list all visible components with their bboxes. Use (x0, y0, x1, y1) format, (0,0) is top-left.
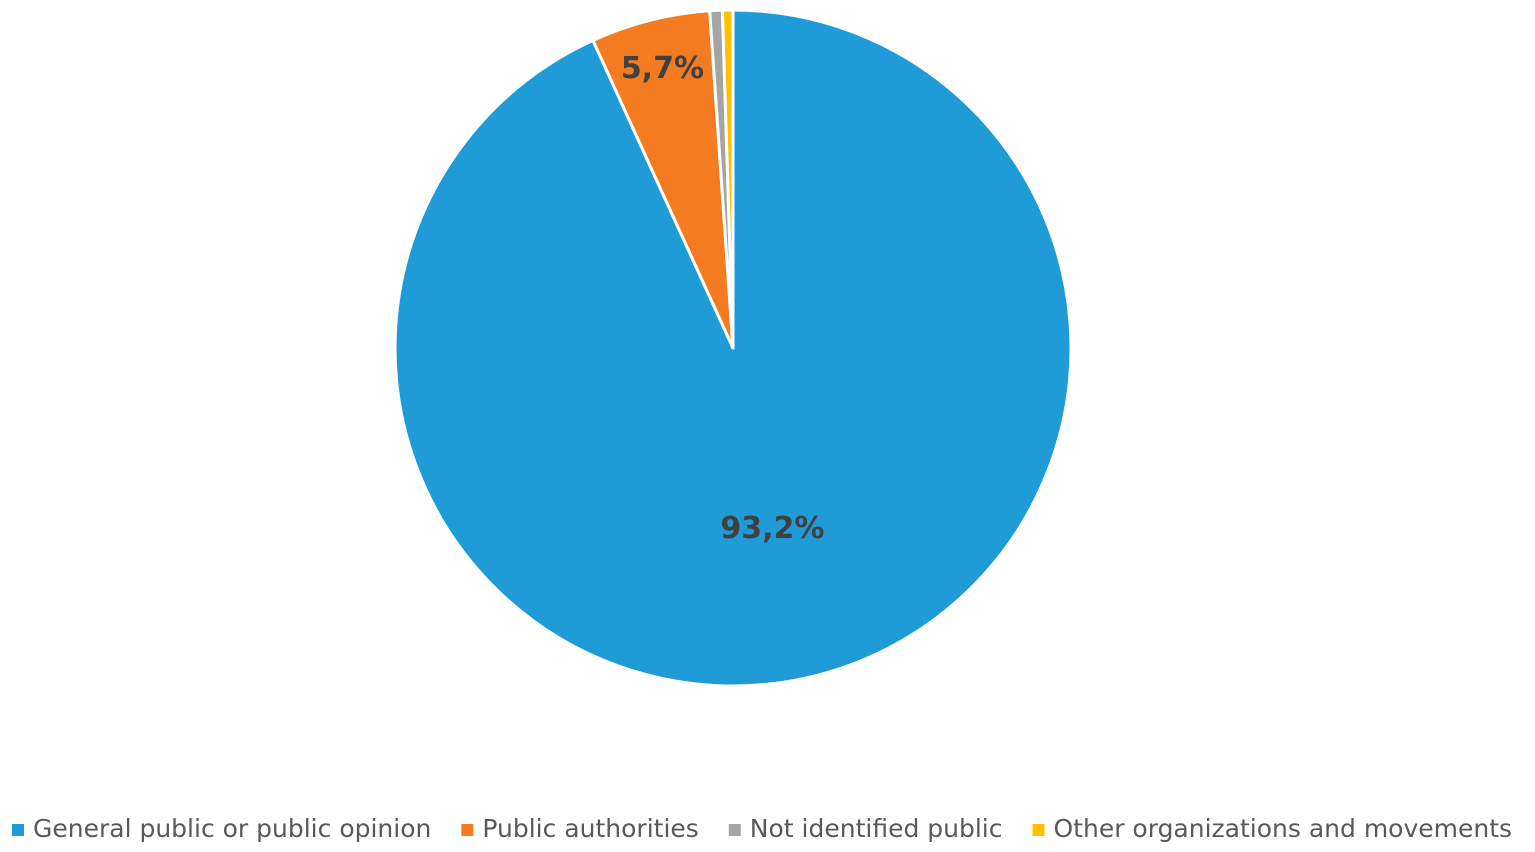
value-label: 5,7% (621, 51, 704, 86)
legend-swatch (461, 824, 474, 836)
legend-swatch (728, 824, 741, 836)
legend: General public or public opinion Public a… (12, 814, 1512, 843)
pie-slice (720, 8, 735, 350)
legend-swatch (1032, 824, 1045, 836)
legend-text: Other organizations and movements (1054, 814, 1513, 843)
legend-text: General public or public opinion (33, 814, 431, 843)
legend-text: Public authorities (482, 814, 698, 843)
legend-swatch (12, 824, 24, 836)
legend-text: Not identified public (750, 814, 1003, 843)
value-label: 93,2% (720, 511, 824, 546)
